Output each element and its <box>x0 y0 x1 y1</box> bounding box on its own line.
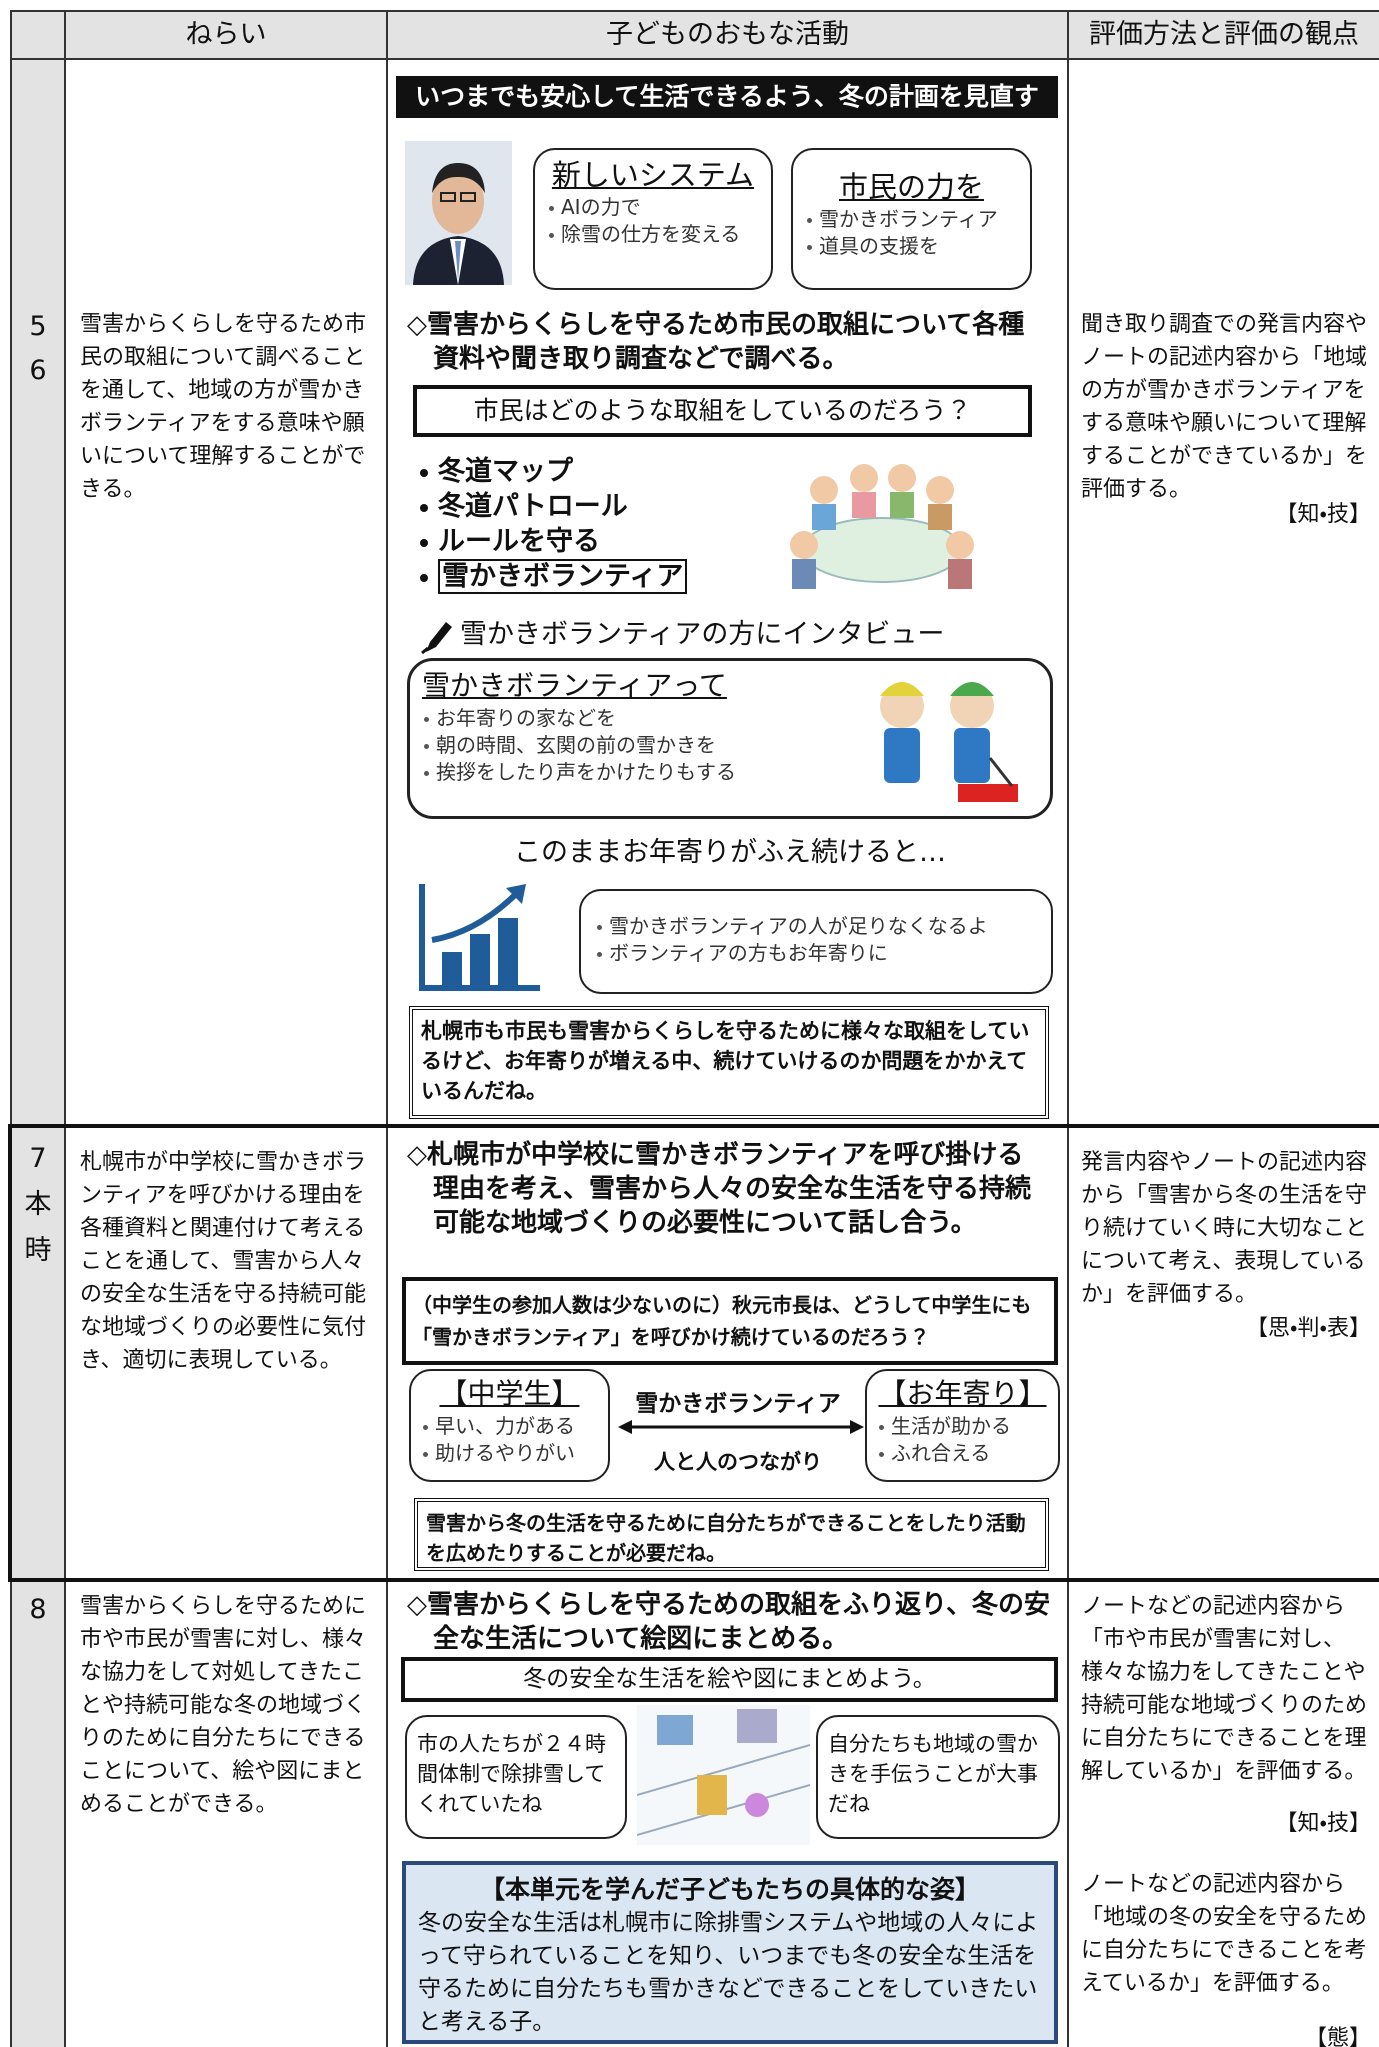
hours: 7 本時 <box>12 1136 64 1274</box>
hour-number: 8 <box>29 1594 47 1625</box>
result-body: 冬の安全な生活は札幌市に除排雪システムや地域の人々によって守られていることを知り… <box>418 1910 1039 2035</box>
opinion-box: 【お年寄り】 生活が助かる ふれ合える <box>865 1369 1060 1482</box>
rule <box>64 10 66 2047</box>
list-item: 助けるやりがい <box>421 1440 598 1467</box>
evaluation-text: ノートなどの記述内容から「地域の冬の安全を守るために自分たちにできることを考えて… <box>1081 1872 1368 1996</box>
concern-heading: このままお年寄りがふえ続けると… <box>514 837 946 868</box>
result-title: 【本単元を学んだ子どもたちの具体的な姿】 <box>479 1875 980 1904</box>
opinion-title: 【中学生】 <box>439 1377 580 1410</box>
current-lesson-frame <box>8 1124 1379 1582</box>
evaluation-text: 発言内容やノートの記述内容から「雪害から冬の生活を守り続けていく時に大切なことに… <box>1081 1150 1368 1307</box>
key-question: 市民はどのような取組をしているのだろう？ <box>413 385 1032 437</box>
highlight-frame: 雪かきボランティア <box>418 559 748 594</box>
idea-list: 冬道マップ 冬道パトロール ルールを守る 雪かきボランティア <box>418 454 748 594</box>
bubble-items: AIの力で 除雪の仕方を変える <box>547 194 759 248</box>
meeting-illustration <box>790 464 974 589</box>
list-item: 雪かきボランティア <box>805 206 1018 233</box>
interview-title: 雪かきボランティアって <box>422 669 727 702</box>
number-col-bg <box>10 59 65 2047</box>
rule <box>10 10 12 2047</box>
aim: 雪害からくらしを守るため市民の取組について調べることを通して、地域の方が雪かきボ… <box>80 312 367 502</box>
list-item: 冬道パトロール <box>418 489 748 524</box>
list-item: ふれ合える <box>877 1440 1048 1467</box>
bubble-title: 市民の力を <box>838 170 984 204</box>
speech-bubble: 自分たちも地域の雪かきを手伝うことが大事だね <box>816 1715 1060 1839</box>
evaluation-viewpoint: 【知・技】 <box>1275 1811 1371 1836</box>
opinion-items: 早い、力がある 助けるやりがい <box>421 1413 598 1467</box>
bubble-title: 新しいシステム <box>551 158 755 192</box>
header-cell: ねらい <box>185 19 267 50</box>
result-box: 【本単元を学んだ子どもたちの具体的な姿】 冬の安全な生活は札幌市に除排雪システム… <box>402 1861 1058 2044</box>
hour-number: 本 <box>24 1189 52 1220</box>
hour-number: 6 <box>29 355 47 386</box>
header-bg <box>10 10 1379 59</box>
list-item: ボランティアの方もお年寄りに <box>595 940 1037 967</box>
interview-items: お年寄りの家などを 朝の時間、玄関の前の雪かきを 挨拶をしたり声をかけたりもする <box>422 705 1038 786</box>
rule <box>386 10 388 2047</box>
list-item: お年寄りの家などを <box>422 705 1038 732</box>
rule <box>10 10 1379 12</box>
hour-number: 時 <box>24 1235 52 1266</box>
link-label: 人と人のつながり <box>654 1450 822 1474</box>
volunteer-illustration <box>880 682 1018 802</box>
list-item: 早い、力がある <box>421 1413 598 1440</box>
lesson-goal: ◇札幌市が中学校に雪かきボランティアを呼び掛ける理由を考え、雪害から人々の安全な… <box>407 1140 1032 1238</box>
summary: 雪害から冬の生活を守るために自分たちができることをしたり活動を広めたりすることが… <box>414 1498 1049 1571</box>
interview-heading: 雪かきボランティアの方にインタビュー <box>460 619 945 650</box>
list-item: 除雪の仕方を変える <box>547 221 759 248</box>
chart-icon <box>419 884 540 991</box>
opinion-items: 生活が助かる ふれ合える <box>877 1413 1048 1467</box>
rule <box>1067 10 1069 2047</box>
header-cell: 子どものおもな活動 <box>606 19 849 50</box>
aim: 札幌市が中学校に雪かきボランティアを呼びかける理由を各種資料と関連付けて考えるこ… <box>80 1150 367 1373</box>
lesson-goal: ◇雪害からくらしを守るための取組をふり返り、冬の安全な生活について絵図にまとめる… <box>407 1590 1050 1654</box>
opinion-title: 【お年寄り】 <box>878 1377 1047 1410</box>
highlighted-item: 雪かきボランティア <box>438 559 688 594</box>
key-question: 冬の安全な生活を絵や図にまとめよう。 <box>401 1657 1058 1702</box>
evaluation-text: ノートなどの記述内容から「市や市民が雪害に対し、様々な協力をしてきたことや持続可… <box>1081 1594 1368 1784</box>
header-cell: 評価方法と評価の観点 <box>1089 19 1359 50</box>
evaluation-viewpoint: 【態】 <box>1304 2026 1371 2047</box>
list-item: 挨拶をしたり声をかけたりもする <box>422 759 1038 786</box>
aim: 雪害からくらしを守るために市や市民が雪害に対し、様々な協力をして対処してきたこと… <box>80 1594 367 1817</box>
summary: 札幌市も市民も雪害からくらしを守るために様々な取組をしているけど、お年寄りが増え… <box>409 1006 1049 1119</box>
list-item: 雪かきボランティアの人が足りなくなるよ <box>595 913 1037 940</box>
list-item: 生活が助かる <box>877 1413 1048 1440</box>
list-item: 冬道マップ <box>418 454 748 489</box>
list-item: ルールを守る <box>418 524 748 559</box>
list-item: AIの力で <box>547 194 759 221</box>
mayor-photo <box>405 141 512 285</box>
bubble-items: 雪かきボランティア 道具の支援を <box>805 206 1018 260</box>
idea-bubble: 市民の力を 雪かきボランティア 道具の支援を <box>791 148 1032 290</box>
hour-number: 5 <box>29 311 47 342</box>
speech-bubble: 市の人たちが２４時間体制で除排雪してくれていたね <box>405 1715 627 1839</box>
interview-box: 雪かきボランティアって お年寄りの家などを 朝の時間、玄関の前の雪かきを 挨拶をした… <box>407 658 1053 819</box>
double-arrow <box>618 1420 864 1434</box>
list-item: 朝の時間、玄関の前の雪かきを <box>422 732 1038 759</box>
snow-map-illustration <box>637 1705 810 1845</box>
evaluation-viewpoint: 【知・技】 <box>1275 502 1371 527</box>
lesson-goal: ◇雪害からくらしを守るため市民の取組について各種資料や聞き取り調査などで調べる。 <box>407 310 1025 374</box>
idea-bubble: 新しいシステム AIの力で 除雪の仕方を変える <box>533 148 773 290</box>
hours: 8 <box>12 1588 64 1632</box>
hour-number: 7 <box>29 1143 47 1174</box>
rule <box>10 58 1379 60</box>
list-item: 雪かきボランティア <box>418 559 688 594</box>
key-question: （中学生の参加人数は少ないのに）秋元市長は、どうして中学生にも「雪かきボランティ… <box>402 1277 1058 1365</box>
banner: いつまでも安心して生活できるよう、冬の計画を見直す <box>396 76 1058 118</box>
link-label: 雪かきボランティア <box>635 1391 841 1417</box>
evaluation-text: 聞き取り調査での発言内容やノートの記述内容から「地域の方が雪かきボランティアをす… <box>1081 312 1368 502</box>
list-item: 道具の支援を <box>805 233 1018 260</box>
concern-box: 雪かきボランティアの人が足りなくなるよ ボランティアの方もお年寄りに <box>579 889 1053 994</box>
opinion-box: 【中学生】 早い、力がある 助けるやりがい <box>409 1369 610 1482</box>
pen-icon <box>421 622 452 654</box>
evaluation-viewpoint: 【思・判・表】 <box>1246 1316 1371 1341</box>
